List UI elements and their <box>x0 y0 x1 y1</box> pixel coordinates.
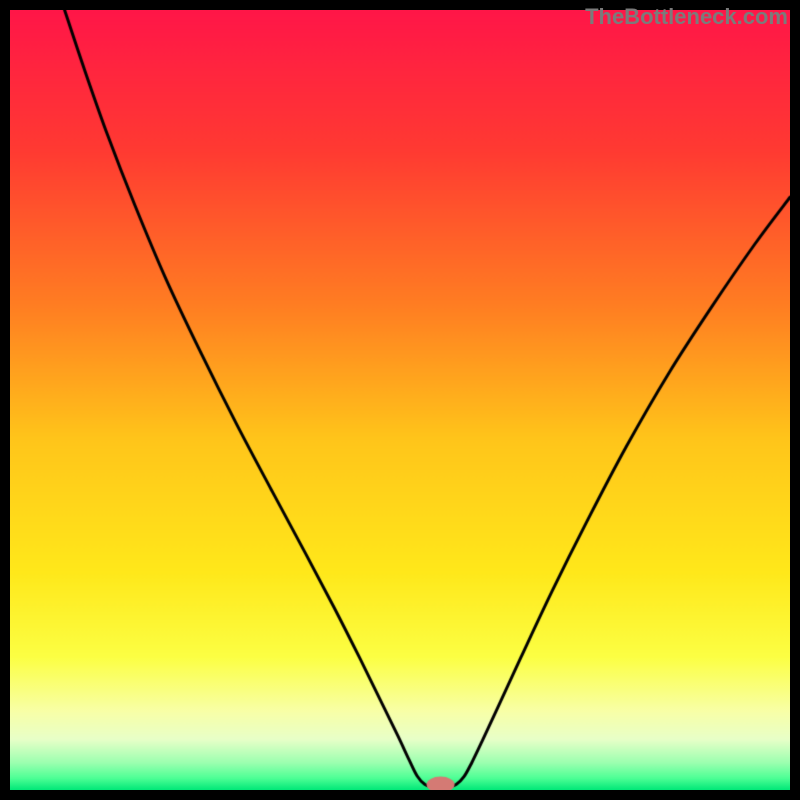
bottleneck-curve-layer <box>10 10 790 790</box>
attribution-label: TheBottleneck.com <box>585 4 788 30</box>
chart-stage: TheBottleneck.com <box>0 0 800 800</box>
